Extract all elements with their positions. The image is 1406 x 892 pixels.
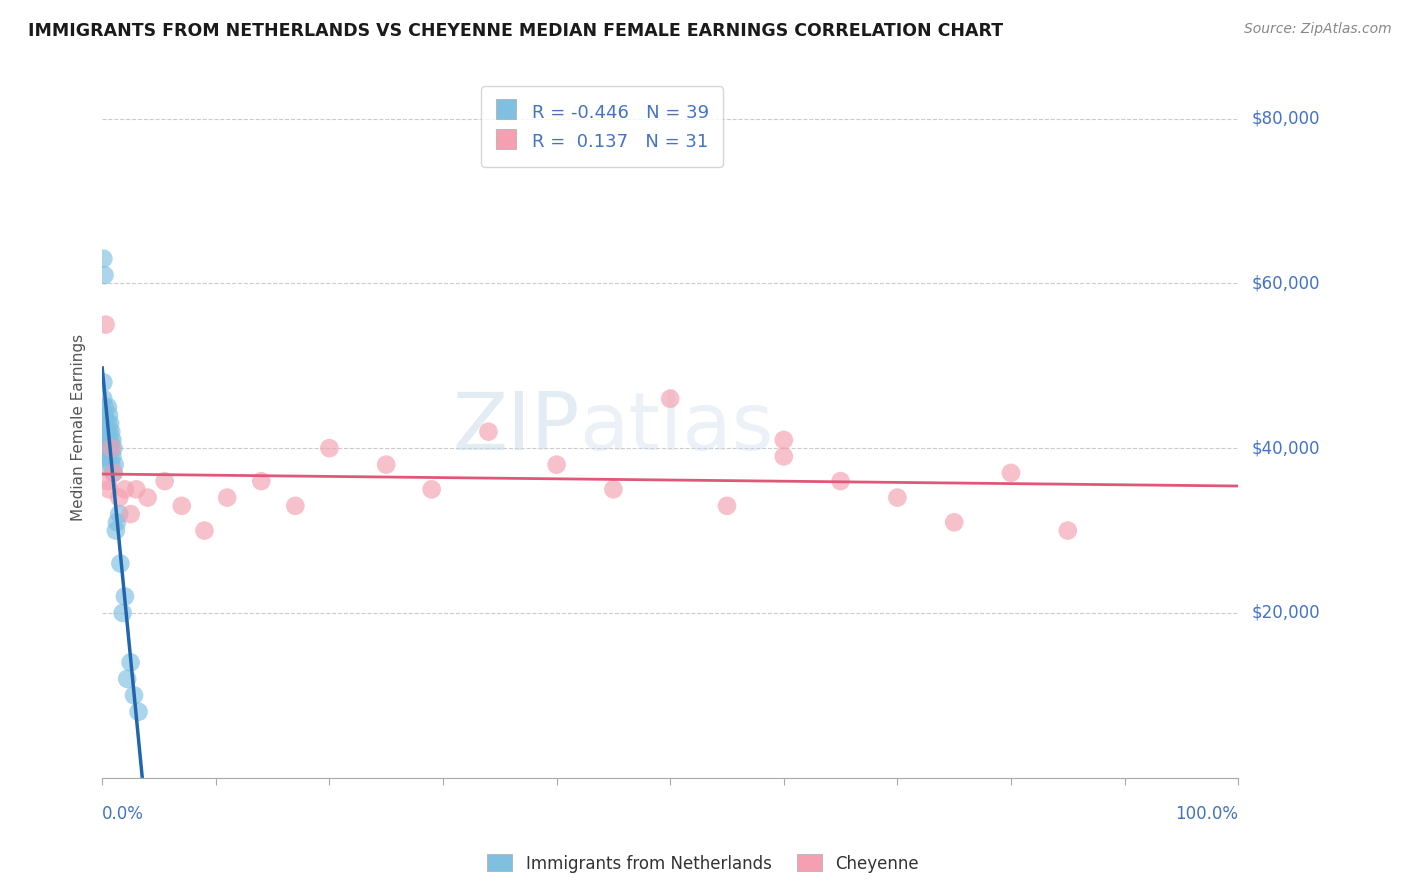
Point <box>94 433 117 447</box>
Point <box>830 474 852 488</box>
Point <box>104 458 127 472</box>
Point <box>105 516 128 530</box>
Point <box>94 318 117 332</box>
Point <box>420 483 443 497</box>
Point <box>250 474 273 488</box>
Text: Source: ZipAtlas.com: Source: ZipAtlas.com <box>1244 22 1392 37</box>
Point <box>98 433 121 447</box>
Point <box>97 417 120 431</box>
Legend: Immigrants from Netherlands, Cheyenne: Immigrants from Netherlands, Cheyenne <box>481 847 925 880</box>
Point <box>93 268 115 282</box>
Point <box>114 483 136 497</box>
Point <box>716 499 738 513</box>
Point <box>193 524 215 538</box>
Text: ZIP: ZIP <box>451 389 579 467</box>
Text: 0.0%: 0.0% <box>103 805 143 823</box>
Point <box>93 252 115 266</box>
Point <box>153 474 176 488</box>
Point <box>128 705 150 719</box>
Point <box>97 433 120 447</box>
Point <box>108 491 131 505</box>
Point <box>100 441 122 455</box>
Point <box>136 491 159 505</box>
Point <box>93 392 115 406</box>
Point <box>94 425 117 439</box>
Point <box>101 450 124 464</box>
Point <box>96 458 118 472</box>
Point <box>886 491 908 505</box>
Point <box>108 507 131 521</box>
Point <box>772 433 794 447</box>
Point <box>659 392 682 406</box>
Point <box>100 458 122 472</box>
Point <box>98 408 121 422</box>
Point <box>217 491 239 505</box>
Point <box>115 672 138 686</box>
Text: $80,000: $80,000 <box>1253 110 1320 128</box>
Text: $20,000: $20,000 <box>1253 604 1320 622</box>
Point <box>114 590 136 604</box>
Text: 100.0%: 100.0% <box>1175 805 1239 823</box>
Text: IMMIGRANTS FROM NETHERLANDS VS CHEYENNE MEDIAN FEMALE EARNINGS CORRELATION CHART: IMMIGRANTS FROM NETHERLANDS VS CHEYENNE … <box>28 22 1004 40</box>
Point <box>100 441 122 455</box>
Point <box>111 606 134 620</box>
Point <box>98 417 121 431</box>
Point <box>318 441 340 455</box>
Point <box>943 516 966 530</box>
Y-axis label: Median Female Earnings: Median Female Earnings <box>72 334 86 521</box>
Point <box>94 450 117 464</box>
Point <box>120 656 142 670</box>
Point <box>93 400 115 414</box>
Point <box>103 441 125 455</box>
Point <box>100 425 122 439</box>
Point <box>97 474 120 488</box>
Point <box>104 524 127 538</box>
Point <box>120 507 142 521</box>
Text: atlas: atlas <box>579 389 773 467</box>
Point <box>125 483 148 497</box>
Point <box>94 441 117 455</box>
Point <box>96 441 118 455</box>
Point <box>284 499 307 513</box>
Point <box>602 483 624 497</box>
Point <box>546 458 568 472</box>
Point <box>101 433 124 447</box>
Point <box>97 450 120 464</box>
Point <box>98 425 121 439</box>
Point <box>98 441 121 455</box>
Point <box>375 458 398 472</box>
Point <box>93 376 115 390</box>
Legend: R = -0.446   N = 39, R =  0.137   N = 31: R = -0.446 N = 39, R = 0.137 N = 31 <box>481 87 723 167</box>
Point <box>170 499 193 513</box>
Point <box>103 466 125 480</box>
Text: $60,000: $60,000 <box>1253 275 1320 293</box>
Point <box>103 466 125 480</box>
Point <box>93 417 115 431</box>
Point <box>93 408 115 422</box>
Point <box>122 689 145 703</box>
Point <box>110 557 132 571</box>
Point <box>1000 466 1022 480</box>
Text: $40,000: $40,000 <box>1253 439 1320 458</box>
Point <box>96 425 118 439</box>
Point <box>1056 524 1078 538</box>
Point <box>477 425 499 439</box>
Point <box>772 450 794 464</box>
Point <box>97 400 120 414</box>
Point <box>98 483 121 497</box>
